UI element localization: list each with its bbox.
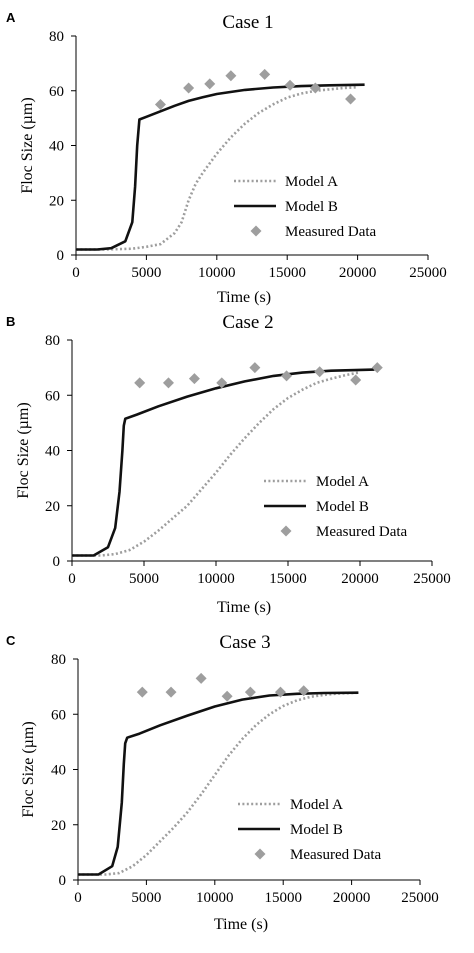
y-tick-label: 60 — [45, 388, 60, 404]
measured-data-point — [134, 377, 146, 389]
measured-data-point — [183, 82, 195, 94]
legend-label: Model A — [290, 797, 343, 813]
series-line-model-a — [78, 691, 359, 876]
measured-data-point — [309, 82, 321, 94]
measured-data-point — [281, 370, 293, 382]
measured-data-point — [345, 93, 357, 105]
legend-label: Measured Data — [290, 847, 382, 863]
legend-label: Model B — [285, 199, 338, 215]
panel-label: A — [6, 10, 16, 25]
legend-label: Model B — [316, 499, 369, 515]
measured-data-point — [165, 686, 177, 698]
y-tick-label: 60 — [49, 84, 64, 100]
measured-data-point — [249, 362, 261, 374]
panel-label: B — [6, 314, 15, 329]
y-tick-label: 0 — [57, 248, 65, 264]
x-tick-label: 20000 — [333, 890, 371, 906]
x-tick-label: 15000 — [268, 265, 306, 281]
measured-data-point — [188, 373, 200, 385]
measured-data-point — [204, 78, 216, 90]
measured-data-point — [216, 377, 228, 389]
legend-label: Model B — [290, 822, 343, 838]
y-tick-label: 0 — [53, 554, 61, 570]
y-tick-label: 0 — [59, 873, 67, 889]
y-tick-label: 80 — [49, 29, 64, 45]
x-tick-label: 15000 — [269, 571, 307, 587]
measured-data-point — [154, 98, 166, 110]
x-tick-label: 5000 — [131, 890, 161, 906]
x-axis-title: Time (s) — [214, 916, 268, 933]
series-line-model-b — [76, 83, 365, 251]
measured-data-point — [371, 362, 383, 374]
legend-label: Measured Data — [285, 224, 377, 240]
y-tick-label: 80 — [51, 652, 66, 668]
measured-data-point — [244, 686, 256, 698]
series-line-model-a — [72, 371, 361, 557]
measured-data-point — [350, 374, 362, 386]
y-axis-title: Floc Size (µm) — [19, 97, 36, 193]
legend-label: Model A — [316, 474, 369, 490]
measured-data-point — [259, 68, 271, 80]
x-tick-label: 20000 — [339, 265, 377, 281]
x-tick-label: 15000 — [264, 890, 302, 906]
y-axis-title: Floc Size (µm) — [15, 402, 32, 498]
x-tick-label: 0 — [74, 890, 82, 906]
x-axis-title: Time (s) — [217, 289, 271, 306]
chart-panel-b: B Case 2 0 20 40 60 80 0 5000 10000 15000 20000 2500… — [6, 312, 451, 616]
x-tick-label: 0 — [72, 265, 80, 281]
x-tick-label: 20000 — [341, 571, 379, 587]
x-tick-label: 10000 — [196, 890, 234, 906]
y-tick-label: 80 — [45, 333, 60, 349]
y-tick-label: 40 — [45, 444, 60, 460]
measured-data-point — [274, 686, 286, 698]
legend-label: Model A — [285, 174, 338, 190]
x-tick-label: 10000 — [197, 571, 235, 587]
panel-label: C — [6, 633, 16, 648]
y-tick-label: 40 — [51, 763, 66, 779]
measured-data-point — [284, 79, 296, 91]
y-tick-label: 20 — [49, 193, 64, 209]
x-axis-title: Time (s) — [217, 599, 271, 616]
legend-label: Measured Data — [316, 524, 408, 540]
legend-key-measured-data — [250, 225, 262, 237]
series-line-model-a — [76, 85, 358, 251]
x-tick-label: 25000 — [413, 571, 451, 587]
measured-data-point — [314, 366, 326, 378]
chart-title: Case 1 — [222, 12, 273, 33]
chart-title: Case 2 — [222, 312, 273, 333]
x-tick-label: 10000 — [198, 265, 236, 281]
y-axis-title: Floc Size (µm) — [20, 721, 37, 817]
legend-key-measured-data — [280, 525, 292, 537]
x-tick-label: 0 — [68, 571, 76, 587]
chart-title: Case 3 — [219, 632, 270, 653]
y-tick-label: 40 — [49, 139, 64, 155]
legend-key-measured-data — [254, 848, 266, 860]
y-tick-label: 20 — [45, 499, 60, 515]
y-tick-label: 20 — [51, 818, 66, 834]
x-tick-label: 5000 — [131, 265, 161, 281]
measured-data-point — [298, 685, 310, 697]
x-tick-label: 25000 — [401, 890, 439, 906]
measured-data-point — [136, 686, 148, 698]
y-tick-label: 60 — [51, 707, 66, 723]
measured-data-point — [162, 377, 174, 389]
chart-panel-a: A Case 1 0 20 40 60 80 0 5000 10000 15000 20000 2500… — [6, 10, 447, 306]
chart-panel-c: C Case 3 0 20 40 60 80 0 5000 10000 15000 20000 2500… — [6, 632, 439, 933]
measured-data-point — [225, 70, 237, 82]
x-tick-label: 25000 — [409, 265, 447, 281]
x-tick-label: 5000 — [129, 571, 159, 587]
measured-data-point — [195, 672, 207, 684]
measured-data-point — [221, 690, 233, 702]
